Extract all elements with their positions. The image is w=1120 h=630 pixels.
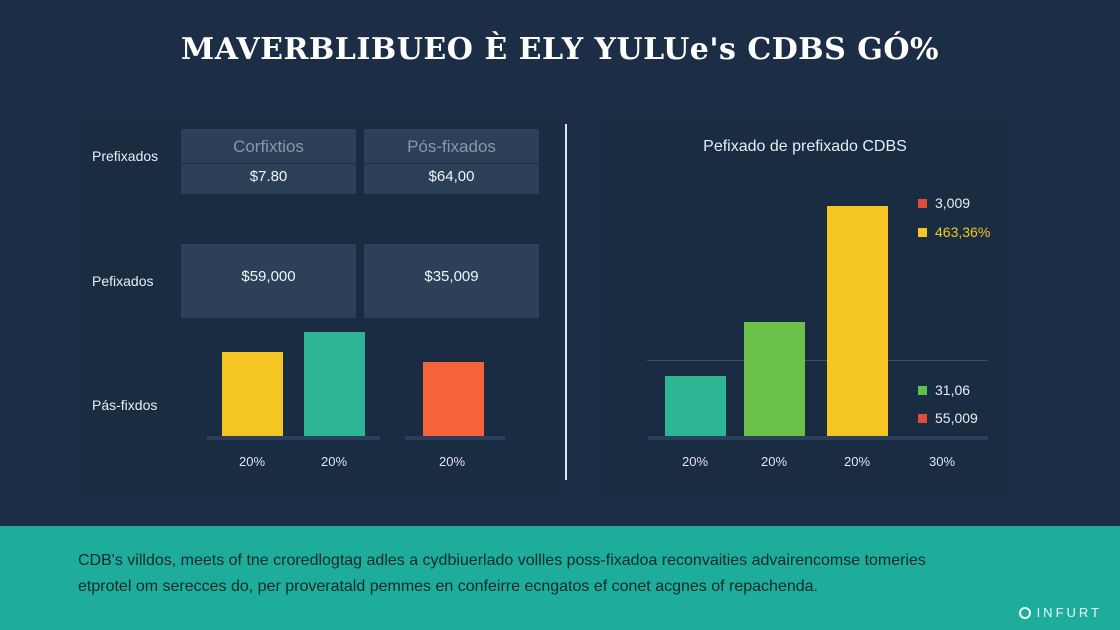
card-head: Pós-fixados — [407, 137, 496, 156]
bar — [665, 376, 726, 436]
legend-label: 55,009 — [935, 410, 978, 426]
bar — [744, 322, 805, 436]
legend-swatch — [918, 198, 927, 208]
footer: CDB's villdos, meets of tne croredlogtag… — [0, 526, 1120, 630]
brand-name: INFURT — [1036, 605, 1102, 620]
card-separator — [181, 163, 356, 164]
x-tick-label: 20% — [843, 454, 871, 469]
right-chart-title: Pefixado de prefixado CDBS — [703, 138, 907, 155]
bar — [304, 332, 365, 436]
right-baseline — [648, 436, 988, 440]
x-tick-label: 20% — [238, 454, 266, 469]
legend-item: 55,009 — [918, 410, 978, 426]
legend-swatch — [918, 385, 927, 395]
x-tick-label: 20% — [438, 454, 466, 469]
legend-item: 3,009 — [918, 195, 970, 211]
row-label-pos-fixados: Pás-fixdos — [92, 397, 158, 413]
bar — [827, 206, 888, 436]
right-gridline — [647, 360, 987, 361]
card-value: $35,009 — [424, 268, 479, 285]
bar — [222, 352, 283, 436]
card-value: $59,000 — [241, 268, 296, 285]
brand-icon — [1018, 606, 1031, 619]
legend-label: 31,06 — [935, 382, 971, 398]
x-tick-label: 20% — [320, 454, 348, 469]
legend-item: 31,06 — [918, 382, 970, 398]
row-label-pefixados: Pefixados — [92, 273, 154, 289]
card-head: Corfixtios — [233, 137, 304, 156]
x-tick-label: 20% — [760, 454, 788, 469]
footer-line-1: CDB's villdos, meets of tne croredlogtag… — [78, 552, 926, 569]
left-baseline-b — [405, 436, 505, 440]
legend-label: 463,36% — [935, 224, 991, 240]
card-pos-fixados: Pós-fixados $64,00 — [364, 129, 539, 194]
page-title: MAVERBLIBUEO È ELY YULUe's CDBS GÓ% — [181, 32, 939, 67]
card-value-59000: $59,000 — [181, 244, 356, 318]
legend-swatch — [918, 227, 927, 237]
card-value: $64,00 — [428, 168, 475, 185]
divider — [565, 124, 567, 480]
card-corfixtios: Corfixtios $7.80 — [181, 129, 356, 194]
right-panel — [600, 118, 1010, 498]
card-separator — [364, 163, 539, 164]
row-label-prefixados: Prefixados — [92, 148, 159, 164]
x-tick-label: 30% — [928, 454, 956, 469]
x-tick-label: 20% — [681, 454, 709, 469]
footer-line-2: etprotel om serecces do, per proveratald… — [78, 578, 818, 595]
legend-label: 3,009 — [935, 195, 971, 211]
brand-logo: INFURT — [1018, 605, 1102, 620]
legend-item: 463,36% — [918, 224, 990, 240]
legend-swatch — [918, 413, 927, 423]
card-value-35009: $35,009 — [364, 244, 539, 318]
bar — [423, 362, 484, 436]
card-value: $7.80 — [249, 168, 288, 185]
left-baseline-a — [207, 436, 380, 440]
